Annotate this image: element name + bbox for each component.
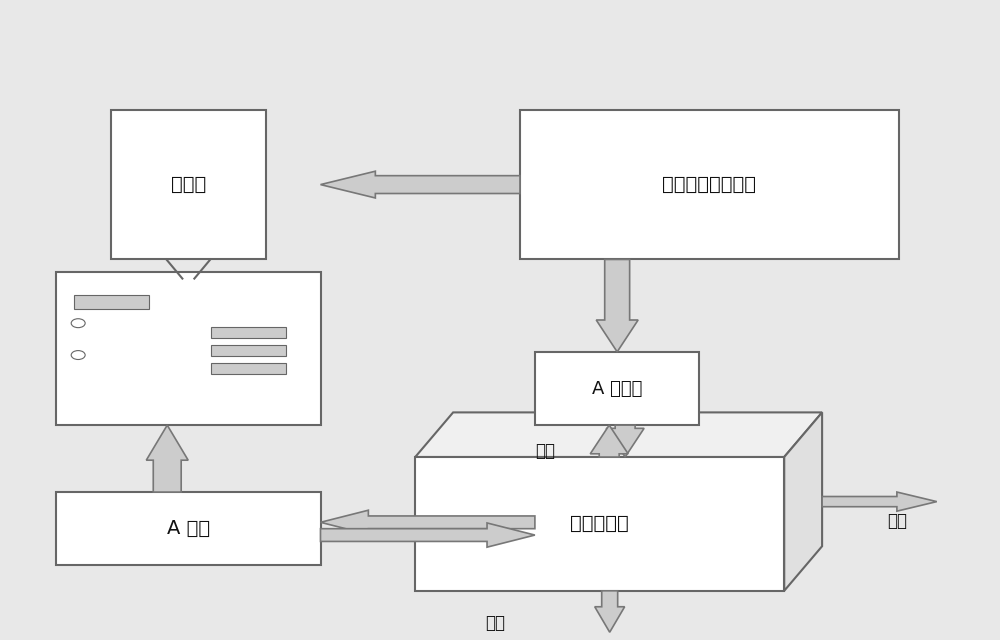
Bar: [56, 492, 320, 565]
Text: 横向: 横向: [887, 512, 907, 530]
Bar: [535, 352, 699, 425]
Polygon shape: [784, 412, 822, 591]
FancyArrow shape: [590, 425, 628, 457]
FancyArrow shape: [320, 172, 520, 198]
Text: 轴向: 轴向: [485, 614, 505, 632]
Text: A 超探头: A 超探头: [592, 380, 642, 397]
Text: 纵向: 纵向: [535, 442, 555, 460]
Bar: [520, 109, 899, 259]
Text: A 超仳: A 超仳: [167, 519, 210, 538]
Text: 感兴趣组织: 感兴趣组织: [570, 515, 629, 533]
FancyArrow shape: [320, 510, 535, 534]
FancyArrow shape: [606, 425, 644, 457]
Circle shape: [71, 351, 85, 360]
Bar: [211, 327, 286, 339]
Bar: [211, 345, 286, 356]
FancyArrow shape: [146, 425, 188, 492]
Bar: [211, 363, 286, 374]
FancyArrow shape: [595, 591, 625, 632]
Text: 三维运动控制装置: 三维运动控制装置: [662, 175, 756, 194]
FancyArrow shape: [822, 492, 937, 511]
Bar: [56, 272, 320, 425]
FancyArrow shape: [320, 523, 535, 547]
FancyArrow shape: [596, 259, 638, 352]
Polygon shape: [415, 412, 822, 457]
Bar: [74, 295, 149, 309]
Text: 计算机: 计算机: [171, 175, 206, 194]
Bar: [415, 457, 784, 591]
Circle shape: [71, 319, 85, 328]
Bar: [111, 109, 266, 259]
